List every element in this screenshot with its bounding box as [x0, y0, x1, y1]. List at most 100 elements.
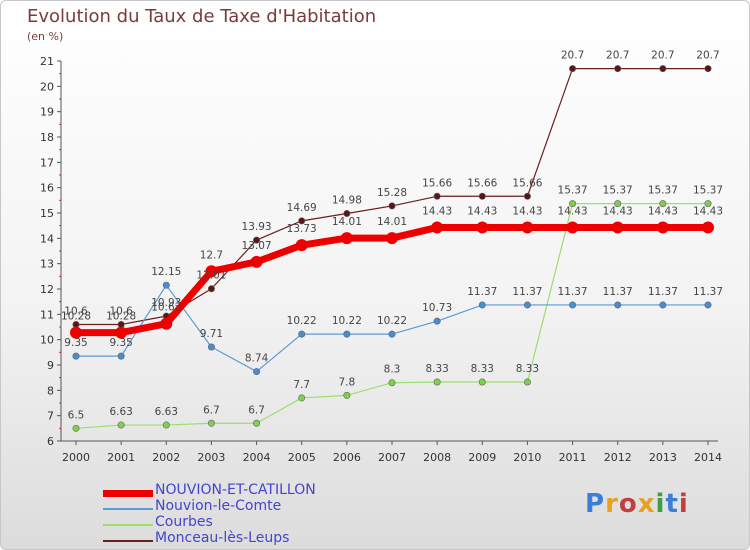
data-label: 9.35 — [109, 337, 132, 349]
legend-label: Monceau-lès-Leups — [155, 530, 290, 546]
data-label: 10.22 — [332, 315, 362, 327]
data-label: 6.7 — [248, 404, 265, 416]
data-label: 15.66 — [467, 177, 497, 189]
data-label: 14.01 — [332, 216, 362, 228]
data-label: 11.37 — [603, 286, 633, 298]
data-point — [72, 424, 80, 432]
data-label: 9.71 — [200, 328, 223, 340]
logo-letter: i — [655, 489, 666, 519]
x-tick-label: 2004 — [243, 451, 271, 464]
data-label: 8.3 — [384, 364, 401, 376]
data-point — [704, 200, 712, 208]
data-point — [253, 236, 261, 244]
data-point — [704, 65, 712, 73]
data-label: 11.37 — [693, 286, 723, 298]
legend-swatch — [103, 489, 153, 497]
data-point — [253, 368, 261, 376]
data-label: 13.93 — [242, 221, 272, 233]
y-tick-label: 14 — [40, 232, 54, 245]
data-point — [478, 192, 486, 200]
legend-label: Nouvion-le-Comte — [155, 498, 282, 514]
data-label: 11.37 — [648, 286, 678, 298]
data-point — [117, 352, 125, 360]
data-label: 15.37 — [648, 185, 678, 197]
data-point — [72, 352, 80, 360]
data-point — [433, 192, 441, 200]
data-point — [343, 210, 351, 218]
data-label: 7.7 — [293, 379, 310, 391]
x-tick-label: 2000 — [62, 451, 90, 464]
data-point — [70, 326, 82, 339]
data-point — [611, 221, 624, 234]
data-label: 8.33 — [516, 363, 539, 375]
x-tick-label: 2006 — [333, 451, 361, 464]
logo-letter: r — [605, 489, 619, 519]
data-point — [162, 421, 170, 429]
data-label: 10.73 — [422, 302, 452, 314]
data-point — [614, 301, 622, 309]
data-label: 14.43 — [467, 205, 497, 217]
logo-letter: o — [618, 489, 638, 519]
data-point — [478, 378, 486, 386]
logo-letter: x — [637, 489, 656, 519]
data-point — [523, 378, 531, 386]
x-tick-label: 2009 — [468, 451, 496, 464]
data-point — [566, 221, 579, 234]
data-label: 12.15 — [151, 266, 181, 278]
data-point — [388, 330, 396, 338]
data-label: 15.37 — [558, 185, 588, 197]
data-label: 10.28 — [61, 311, 91, 323]
data-point — [659, 65, 667, 73]
data-label: 14.43 — [512, 205, 542, 217]
y-tick-label: 9 — [47, 359, 54, 372]
data-point — [207, 343, 215, 351]
data-point — [614, 200, 622, 208]
data-point — [523, 301, 531, 309]
data-label: 7.8 — [339, 376, 356, 388]
legend-swatch — [103, 540, 153, 542]
data-point — [386, 232, 398, 245]
data-label: 8.33 — [425, 363, 448, 375]
logo-letter: i — [678, 489, 689, 519]
x-tick-label: 2014 — [694, 451, 722, 464]
data-label: 13.73 — [287, 223, 317, 235]
data-label: 10.28 — [106, 311, 136, 323]
proxiti-logo: Proxiti — [585, 489, 689, 519]
data-point — [117, 421, 125, 429]
data-point — [521, 221, 534, 234]
data-label: 15.37 — [693, 185, 723, 197]
data-point — [704, 301, 712, 309]
data-label: 20.7 — [606, 50, 629, 62]
data-label: 14.43 — [422, 205, 452, 217]
chart-title: Evolution du Taux de Taxe d'Habitation — [27, 6, 377, 27]
y-tick-label: 12 — [40, 283, 54, 296]
data-point — [659, 200, 667, 208]
data-point — [433, 317, 441, 325]
y-tick-label: 21 — [40, 55, 54, 68]
x-tick-label: 2007 — [378, 451, 406, 464]
data-label: 10.22 — [287, 315, 317, 327]
data-label: 14.69 — [287, 202, 317, 214]
y-tick-label: 10 — [40, 334, 54, 347]
y-tick-label: 18 — [40, 131, 54, 144]
data-point — [162, 281, 170, 289]
x-tick-label: 2005 — [288, 451, 316, 464]
data-point — [295, 239, 308, 252]
data-label: 8.74 — [245, 353, 269, 365]
y-tick-label: 7 — [47, 410, 54, 423]
data-label: 15.66 — [422, 177, 452, 189]
y-tick-label: 15 — [40, 207, 54, 220]
data-point — [298, 330, 306, 338]
data-label: 6.7 — [203, 404, 220, 416]
data-point — [656, 221, 669, 234]
data-point — [476, 221, 489, 234]
data-point — [207, 419, 215, 427]
data-label: 9.35 — [64, 337, 87, 349]
data-label: 15.28 — [377, 187, 407, 199]
data-point — [433, 378, 441, 386]
data-point — [298, 217, 306, 225]
x-tick-label: 2008 — [423, 451, 451, 464]
legend-swatch — [103, 508, 153, 510]
data-label: 20.7 — [696, 50, 719, 62]
data-label: 8.33 — [471, 363, 494, 375]
